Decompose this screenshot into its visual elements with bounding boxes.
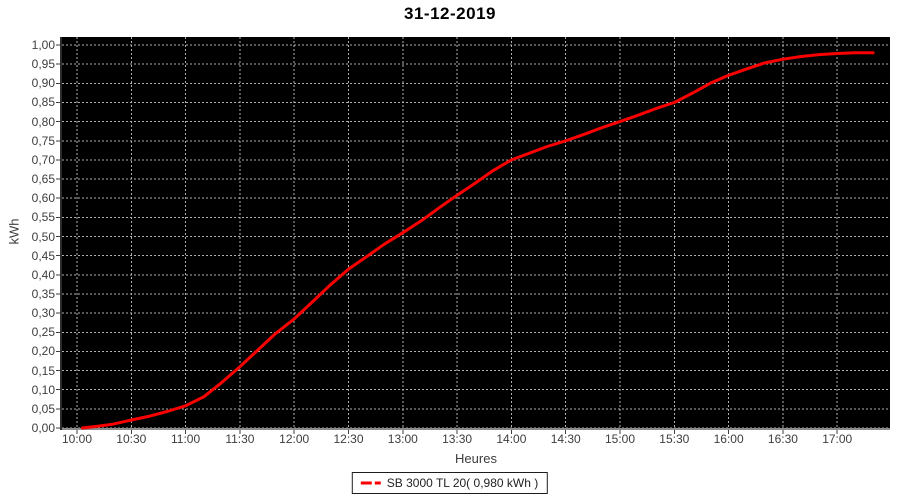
x-tick-label: 16:00 [713,432,744,446]
legend-box: SB 3000 TL 20( 0,980 kWh ) [351,472,549,494]
x-tick-label: 13:30 [442,432,473,446]
x-tick-label: 10:00 [61,432,92,446]
x-tick-label: 10:30 [116,432,147,446]
x-tick-label: 12:30 [333,432,364,446]
y-tick-label: 0,05 [31,401,55,416]
y-tick-label: 0,50 [31,229,55,244]
x-tick-label: 17:00 [822,432,853,446]
x-tick-label: 14:00 [496,432,527,446]
x-axis-line [62,428,890,430]
x-tick-label: 15:30 [659,432,690,446]
x-tick-label: 14:30 [550,432,581,446]
x-tick-label: 13:00 [387,432,418,446]
plot-background [62,37,890,428]
x-tick-label: 11:30 [225,432,255,446]
y-tick-label: 0,90 [31,76,55,91]
y-tick-label: 0,60 [31,191,55,206]
x-tick-label: 16:30 [767,432,798,446]
y-tick-label: 0,30 [31,306,55,321]
y-tick-label: 0,10 [31,382,55,397]
x-tick-label: 15:00 [604,432,636,446]
y-tick-label: 0,75 [31,133,55,148]
y-tick-label: 1,00 [31,38,55,53]
y-tick-label: 0,55 [31,210,55,225]
series-line [80,51,875,430]
y-tick-label: 0,35 [31,286,55,301]
y-tick-label: 0,15 [31,363,55,378]
y-tick-label: 0,80 [31,114,55,129]
legend-label: SB 3000 TL 20( 0,980 kWh ) [386,476,539,490]
y-tick-label: 0,20 [31,344,55,359]
y-tick-label: 0,45 [31,248,55,263]
x-tick-label: 11:00 [171,432,201,446]
y-tick-label: 0,00 [31,421,55,435]
legend-line-icon [360,481,381,485]
y-tick-label: 0,25 [31,325,55,340]
x-axis-label: Heures [455,451,497,466]
y-tick-label: 0,65 [31,172,55,187]
chart-title: 31-12-2019 [404,4,496,23]
y-tick-label: 0,85 [31,95,55,110]
y-tick-label: 0,40 [31,267,55,282]
y-axis-line [60,37,62,430]
y-tick-label: 0,95 [31,57,55,72]
x-tick-label: 12:00 [279,432,310,446]
y-tick-label: 0,70 [31,152,55,167]
